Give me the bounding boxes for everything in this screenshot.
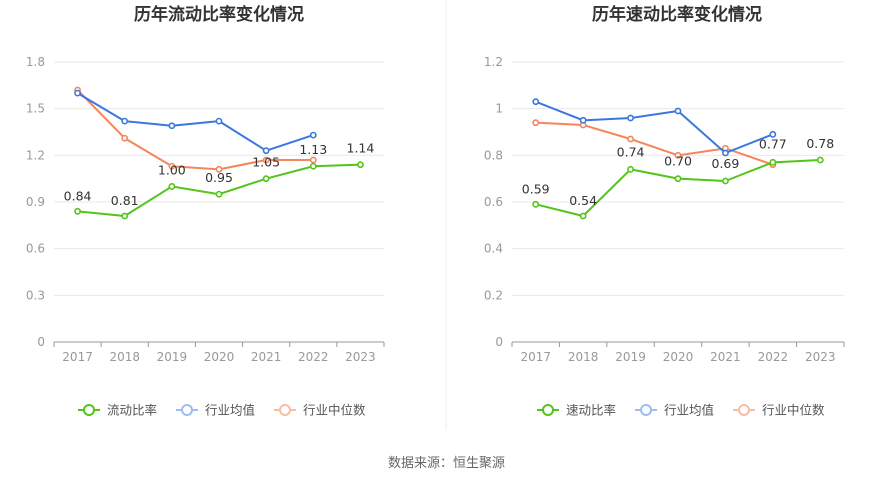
- data-point-company: [309, 162, 317, 170]
- chart-title: 历年速动比率变化情况: [592, 4, 762, 25]
- data-label: 0.77: [759, 136, 787, 151]
- data-point-company: [627, 165, 634, 173]
- data-point-company: [674, 175, 682, 183]
- data-label: 0.54: [569, 193, 597, 208]
- data-point-company: [532, 200, 540, 208]
- data-label: 1.13: [299, 142, 327, 157]
- quick-ratio-chart: 历年速动比率变化情况 0 0.2 0.4 0.6 0.8 1 1.2 2017 2018 2019 2…: [484, 4, 845, 418]
- series-line-industry_median: [76, 89, 314, 171]
- data-point-company: [722, 177, 729, 185]
- data-label: 0.95: [205, 170, 233, 185]
- x-tick-label: 2023: [345, 350, 376, 364]
- x-tick-label: 2017: [520, 350, 551, 364]
- data-point-company: [215, 190, 223, 198]
- x-tick-label: 2022: [758, 350, 789, 364]
- legend-label: 速动比率: [566, 403, 616, 418]
- data-point-industry_median: [168, 162, 176, 170]
- y-tick-label: 0.9: [26, 195, 45, 209]
- data-point-company: [816, 156, 824, 164]
- x-tick-label: 2019: [615, 350, 646, 364]
- data-point-company: [168, 183, 176, 190]
- data-point-industry_avg: [74, 89, 81, 97]
- x-tick-label: 2020: [663, 350, 694, 364]
- y-tick-label: 1.8: [26, 55, 45, 69]
- chart-title: 历年流动比率变化情况: [134, 4, 304, 25]
- legend-label: 行业均值: [664, 403, 714, 418]
- y-tick-label: 0.3: [26, 288, 45, 302]
- source-note: 数据来源：恒生聚源: [387, 456, 505, 471]
- data-point-industry_avg: [309, 131, 317, 139]
- y-tick-label: 0.6: [484, 195, 503, 209]
- legend-swatch-marker: [542, 404, 554, 416]
- legend-label: 流动比率: [107, 403, 157, 418]
- legend-swatch-marker: [640, 404, 652, 416]
- x-tick-label: 2020: [204, 350, 235, 364]
- data-point-company: [769, 158, 777, 166]
- data-point-industry_median: [262, 156, 270, 164]
- legend-swatch-marker: [738, 404, 750, 416]
- data-label: 0.84: [64, 188, 92, 203]
- data-point-industry_avg: [627, 114, 634, 122]
- x-tick-label: 2021: [251, 350, 282, 364]
- data-label: 0.74: [617, 144, 645, 159]
- data-label: 0.69: [712, 156, 740, 171]
- y-tick-label: 1.2: [484, 55, 503, 69]
- data-point-industry_avg: [215, 117, 223, 125]
- x-tick-label: 2023: [805, 350, 836, 364]
- data-point-industry_avg: [769, 130, 777, 138]
- data-point-company: [74, 207, 81, 215]
- y-tick-label: 0: [495, 335, 503, 349]
- series-line-industry_avg: [535, 100, 774, 154]
- data-point-company: [262, 175, 270, 183]
- data-label: 1.14: [347, 141, 375, 156]
- x-tick-label: 2022: [298, 350, 329, 364]
- series-line-industry_median: [535, 121, 774, 166]
- data-point-industry_avg: [674, 107, 682, 115]
- x-tick-label: 2017: [62, 350, 93, 364]
- data-label: 0.81: [111, 193, 139, 208]
- data-label: 0.59: [522, 181, 550, 196]
- legend-swatch-marker: [279, 404, 291, 416]
- data-point-industry_avg: [532, 98, 540, 106]
- y-tick-label: 0.4: [484, 242, 503, 256]
- data-point-industry_median: [121, 134, 129, 142]
- y-tick-label: 1: [495, 102, 503, 116]
- legend-swatch-marker: [83, 404, 95, 416]
- legend-label: 行业中位数: [762, 403, 825, 418]
- legend-label: 行业中位数: [303, 403, 366, 418]
- x-tick-label: 2018: [109, 350, 140, 364]
- y-tick-label: 1.2: [26, 148, 45, 162]
- data-label: 1.05: [252, 155, 280, 170]
- data-point-company: [579, 212, 587, 220]
- data-point-industry_median: [532, 119, 540, 127]
- series-line-industry_avg: [77, 92, 314, 152]
- data-point-industry_median: [309, 156, 317, 164]
- data-point-industry_avg: [579, 116, 587, 124]
- y-tick-label: 0.2: [484, 288, 503, 302]
- data-point-industry_median: [674, 151, 682, 159]
- current-ratio-chart: 历年流动比率变化情况 0 0.3 0.6 0.9 1.2 1.5 1.8 2017 2018 201…: [26, 4, 385, 418]
- y-tick-label: 0.6: [26, 242, 45, 256]
- data-point-industry_avg: [262, 147, 270, 155]
- x-tick-label: 2019: [157, 350, 188, 364]
- data-point-company: [357, 161, 364, 169]
- data-point-industry_avg: [722, 149, 729, 157]
- data-label: 1.00: [158, 162, 186, 177]
- data-point-industry_avg: [168, 122, 176, 130]
- legend-swatch-marker: [181, 404, 193, 416]
- data-label: 0.70: [664, 154, 692, 169]
- data-label: 0.78: [806, 136, 834, 151]
- legend-label: 行业均值: [205, 403, 255, 418]
- x-tick-label: 2021: [710, 350, 741, 364]
- data-point-industry_avg: [121, 117, 129, 125]
- y-tick-label: 0: [37, 335, 45, 349]
- data-point-industry_median: [215, 165, 223, 173]
- x-tick-label: 2018: [568, 350, 599, 364]
- y-tick-label: 1.5: [26, 102, 45, 116]
- y-tick-label: 0.8: [484, 148, 503, 162]
- data-point-company: [121, 212, 129, 220]
- data-point-industry_median: [627, 135, 634, 143]
